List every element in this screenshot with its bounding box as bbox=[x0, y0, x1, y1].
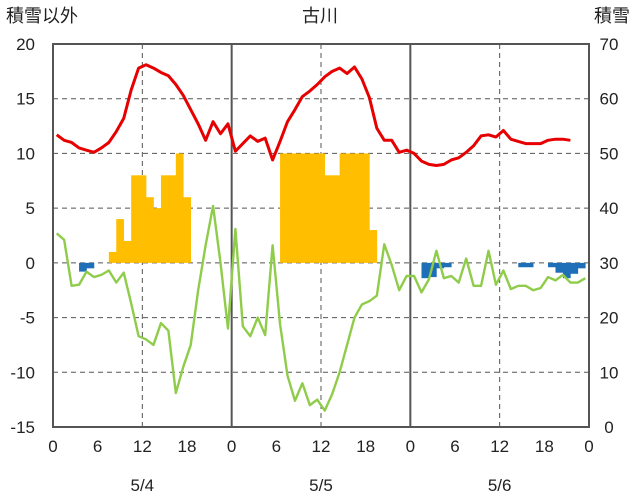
precip-bar bbox=[354, 153, 363, 263]
precip-bar bbox=[369, 230, 378, 263]
snow-change-bar bbox=[443, 262, 452, 268]
precip-bar bbox=[123, 240, 132, 263]
precip-bar bbox=[138, 175, 147, 263]
precip-bar bbox=[339, 153, 348, 263]
snow-change-bar bbox=[428, 262, 437, 278]
left-y-tick: 20 bbox=[16, 35, 35, 54]
x-tick: 18 bbox=[178, 437, 197, 456]
left-y-tick: 5 bbox=[26, 199, 35, 218]
precip-bar bbox=[317, 153, 326, 263]
right-y-tick: 70 bbox=[600, 35, 619, 54]
right-y-tick: 10 bbox=[600, 363, 619, 382]
wind-line bbox=[55, 204, 586, 412]
plot-frame bbox=[52, 43, 590, 428]
precip-bar bbox=[287, 153, 296, 263]
x-tick: 12 bbox=[312, 437, 331, 456]
precip-bar bbox=[332, 175, 340, 263]
left-y-tick: 10 bbox=[16, 144, 35, 163]
precip-bar bbox=[347, 153, 355, 263]
snow-change-bar bbox=[518, 262, 527, 268]
x-tick: 18 bbox=[356, 437, 375, 456]
right-y-tick: 0 bbox=[604, 418, 613, 437]
left-y-tick: -15 bbox=[10, 418, 35, 437]
x-tick: 12 bbox=[490, 437, 509, 456]
snow-change-bar bbox=[86, 262, 95, 269]
left-y-tick: 15 bbox=[16, 90, 35, 109]
precip-bar bbox=[324, 175, 333, 263]
precip-bar bbox=[116, 219, 125, 263]
precip-bar bbox=[168, 175, 177, 263]
right-y-tick: 60 bbox=[600, 90, 619, 109]
snow-change-bar bbox=[555, 262, 564, 273]
precip-bar bbox=[361, 153, 370, 263]
left-y-tick: -10 bbox=[10, 363, 35, 382]
x-tick: 0 bbox=[227, 437, 236, 456]
precip-bar bbox=[294, 153, 303, 263]
snow-change-bar bbox=[79, 262, 87, 272]
right-y-tick: 20 bbox=[600, 309, 619, 328]
snow-change-bar bbox=[548, 262, 556, 268]
precip-bar bbox=[175, 153, 184, 263]
precip-bar bbox=[309, 153, 318, 263]
temperature-line bbox=[55, 63, 571, 167]
x-tick: 6 bbox=[272, 437, 281, 456]
left-y-tick: 0 bbox=[26, 254, 35, 273]
precip-bar bbox=[183, 197, 192, 263]
precip-bar bbox=[146, 197, 154, 263]
left-axis-label: 積雪以外 bbox=[6, 6, 78, 26]
date-label: 5/4 bbox=[131, 476, 155, 495]
chart-title: 古川 bbox=[302, 6, 338, 26]
x-tick: 18 bbox=[535, 437, 554, 456]
right-axis-label: 積雪 bbox=[594, 6, 630, 26]
grid bbox=[53, 44, 589, 427]
precip-bar bbox=[153, 208, 162, 263]
precip-bar bbox=[302, 153, 311, 263]
right-y-tick: 50 bbox=[600, 144, 619, 163]
precip-bar bbox=[131, 175, 139, 263]
x-tick: 6 bbox=[93, 437, 102, 456]
line-series bbox=[55, 63, 586, 412]
precip-bar bbox=[280, 153, 288, 263]
snow-change-bar bbox=[525, 262, 534, 268]
left-y-tick: -5 bbox=[20, 309, 35, 328]
snow-change-bar bbox=[562, 262, 571, 279]
x-tick: 0 bbox=[406, 437, 415, 456]
bar-series bbox=[79, 153, 586, 279]
snow-change-bar bbox=[577, 262, 586, 269]
x-tick: 6 bbox=[450, 437, 459, 456]
precip-bar bbox=[160, 175, 169, 263]
precip-bar bbox=[108, 251, 117, 263]
date-label: 5/6 bbox=[488, 476, 512, 495]
x-tick: 0 bbox=[584, 437, 593, 456]
snow-change-bar bbox=[570, 262, 579, 274]
snow-change-bar bbox=[421, 262, 430, 279]
x-tick: 12 bbox=[133, 437, 152, 456]
right-y-tick: 30 bbox=[600, 254, 619, 273]
right-y-tick: 40 bbox=[600, 199, 619, 218]
date-label: 5/5 bbox=[309, 476, 333, 495]
x-tick: 0 bbox=[48, 437, 57, 456]
